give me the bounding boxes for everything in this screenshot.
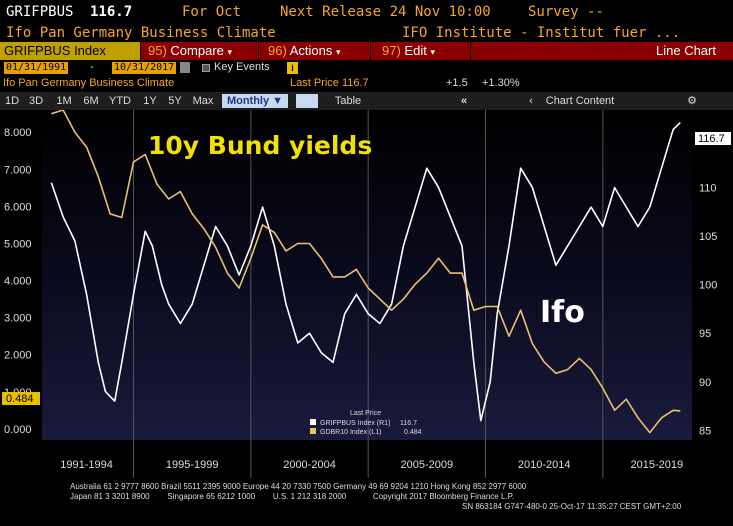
legend-item-ifo: GRIFPBUS Index (R1) — [320, 420, 390, 427]
caret-down-icon: ▼ — [272, 95, 284, 107]
index-field[interactable]: GRIFPBUS Index — [0, 42, 140, 60]
plot-background — [42, 110, 692, 440]
percent-change: +1.30% — [482, 77, 520, 89]
left-tick-label: 7.000 — [4, 164, 32, 176]
right-tick-label: 90 — [699, 377, 711, 389]
x-axis-label: 2000-2004 — [283, 459, 336, 471]
actions-button[interactable]: 96) Actions ▾ — [268, 43, 341, 58]
tab-max[interactable]: Max — [192, 95, 214, 107]
ifo-series-line — [50, 122, 681, 422]
left-tick-label: 2.000 — [4, 350, 32, 362]
chevron-down-icon: ▾ — [430, 47, 435, 57]
source: IFO Institute - Institut fuer ... — [402, 25, 681, 41]
legend-swatch-ifo — [310, 419, 316, 425]
chevron-left-icon[interactable]: ‹ — [529, 95, 533, 107]
compare-button[interactable]: 95) Compare ▾ — [148, 43, 233, 58]
right-tick-label: 105 — [699, 231, 717, 243]
legend-title: Last Price — [350, 410, 381, 417]
frequency-dropdown[interactable]: Monthly ▼ — [222, 94, 288, 108]
toolbar: GRIFPBUS Index 95) Compare ▾ 96) Actions… — [0, 42, 733, 60]
description-header: Ifo Pan Germany Business Climate IFO Ins… — [0, 22, 733, 42]
last-price: Last Price 116.7 — [290, 77, 369, 89]
price-change: +1.5 — [446, 77, 468, 89]
price: 116.7 — [90, 4, 133, 20]
tab-3d[interactable]: 3D — [28, 95, 44, 107]
collapse-icon[interactable]: « — [460, 95, 468, 107]
left-axis-ticks: 8.0007.0006.0005.0004.0003.0002.0001.000… — [4, 127, 32, 436]
date-separator: - — [90, 61, 94, 73]
tab-table[interactable]: Table — [334, 95, 362, 107]
left-tick-label: 8.000 — [4, 127, 32, 139]
gear-icon[interactable]: ⚙ — [687, 95, 697, 107]
ifo-bund-chart: 8.0007.0006.0005.0004.0003.0002.0001.000… — [2, 110, 731, 478]
bund-annotation: 10y Bund yields — [148, 131, 372, 160]
legend-value-ifo: 116.7 — [400, 420, 417, 427]
chevron-down-icon: ▾ — [227, 47, 233, 57]
left-tick-label: 4.000 — [4, 276, 32, 288]
x-axis-label: 1995-1999 — [166, 459, 219, 471]
start-date-input[interactable]: 01/31/1991 — [4, 62, 69, 74]
description: Ifo Pan Germany Business Climate — [6, 25, 276, 41]
left-tick-label: 0.000 — [4, 424, 32, 436]
footer: Australia 61 2 9777 8600 Brazil 5511 239… — [0, 478, 733, 526]
date-range-row: 01/31/1991 - 10/31/2017 Key Events i — [0, 60, 733, 76]
legend-value-bund: 0.484 — [404, 429, 422, 436]
calendar-icon[interactable] — [180, 62, 190, 73]
end-date-input[interactable]: 10/31/2017 — [112, 62, 177, 74]
left-tick-label: 6.000 — [4, 201, 32, 213]
chart-content-button[interactable]: Chart Content — [545, 95, 615, 107]
for-period: For Oct — [182, 4, 242, 20]
x-axis-label: 2005-2009 — [401, 459, 454, 471]
chevron-down-icon: ▾ — [335, 47, 341, 57]
edit-button[interactable]: 97) Edit ▾ — [382, 43, 435, 58]
survey: Survey -- — [528, 4, 604, 20]
right-tick-label: 100 — [699, 280, 717, 292]
legend-item-bund: GDBR10 Index (L1) — [320, 429, 381, 436]
x-axis-label: 1991-1994 — [60, 459, 113, 471]
left-tick-label: 5.000 — [4, 238, 32, 250]
series-lines — [50, 110, 681, 434]
right-axis-ticks: 115110105100959085 — [699, 134, 717, 437]
tab-1m[interactable]: 1M — [56, 95, 72, 107]
info-row: Ifo Pan Germany Business Climate Last Pr… — [0, 76, 733, 92]
x-axis-label: 2015-2019 — [630, 459, 683, 471]
x-axis-labels: 1991-1994 1995-1999 2000-2004 2005-2009 2010… — [60, 459, 683, 471]
tab-1d[interactable]: 1D — [4, 95, 20, 107]
next-release: Next Release 24 Nov 10:00 — [280, 4, 491, 20]
bund-last-value: 0.484 — [6, 393, 34, 405]
left-tick-label: 3.000 — [4, 313, 32, 325]
series-description: Ifo Pan Germany Business Climate — [3, 77, 175, 89]
tab-ytd[interactable]: YTD — [109, 95, 131, 107]
line-chart-icon[interactable] — [296, 94, 318, 108]
right-tick-label: 95 — [699, 328, 711, 340]
footer-timestamp: SN 863184 G747-480-0 25-Oct-17 11:35:27 … — [462, 502, 682, 511]
ifo-last-value-tag: 116.7 — [695, 132, 731, 145]
footer-contacts-2: Japan 81 3 3201 8900 Singapore 65 6212 1… — [70, 492, 515, 501]
key-events-label: Key Events — [214, 61, 270, 73]
x-axis-label: 2010-2014 — [518, 459, 571, 471]
gridlines — [133, 110, 604, 478]
tab-6m[interactable]: 6M — [83, 95, 99, 107]
tab-1y[interactable]: 1Y — [143, 95, 157, 107]
right-tick-label: 110 — [699, 183, 717, 195]
ticker: GRIFPBUS — [6, 4, 74, 20]
legend: Last Price GRIFPBUS Index (R1) 116.7 GDB… — [310, 410, 422, 436]
security-header: GRIFPBUS 116.7 For Oct Next Release 24 N… — [0, 0, 733, 22]
right-tick-label: 85 — [699, 425, 711, 437]
ifo-last-value: 116.7 — [698, 133, 725, 145]
period-tabs: 1D 3D 1M 6M YTD 1Y 5Y Max Monthly ▼ Tabl… — [0, 92, 733, 110]
chart-type-label[interactable]: Line Chart — [656, 43, 716, 58]
info-icon[interactable]: i — [287, 62, 298, 74]
legend-swatch-bund — [310, 428, 316, 434]
footer-contacts: Australia 61 2 9777 8600 Brazil 5511 239… — [70, 482, 527, 491]
key-events-checkbox[interactable] — [202, 64, 210, 72]
ifo-annotation: Ifo — [540, 295, 585, 330]
tab-5y[interactable]: 5Y — [168, 95, 182, 107]
bund-last-value-tag: 0.484 — [2, 392, 40, 405]
